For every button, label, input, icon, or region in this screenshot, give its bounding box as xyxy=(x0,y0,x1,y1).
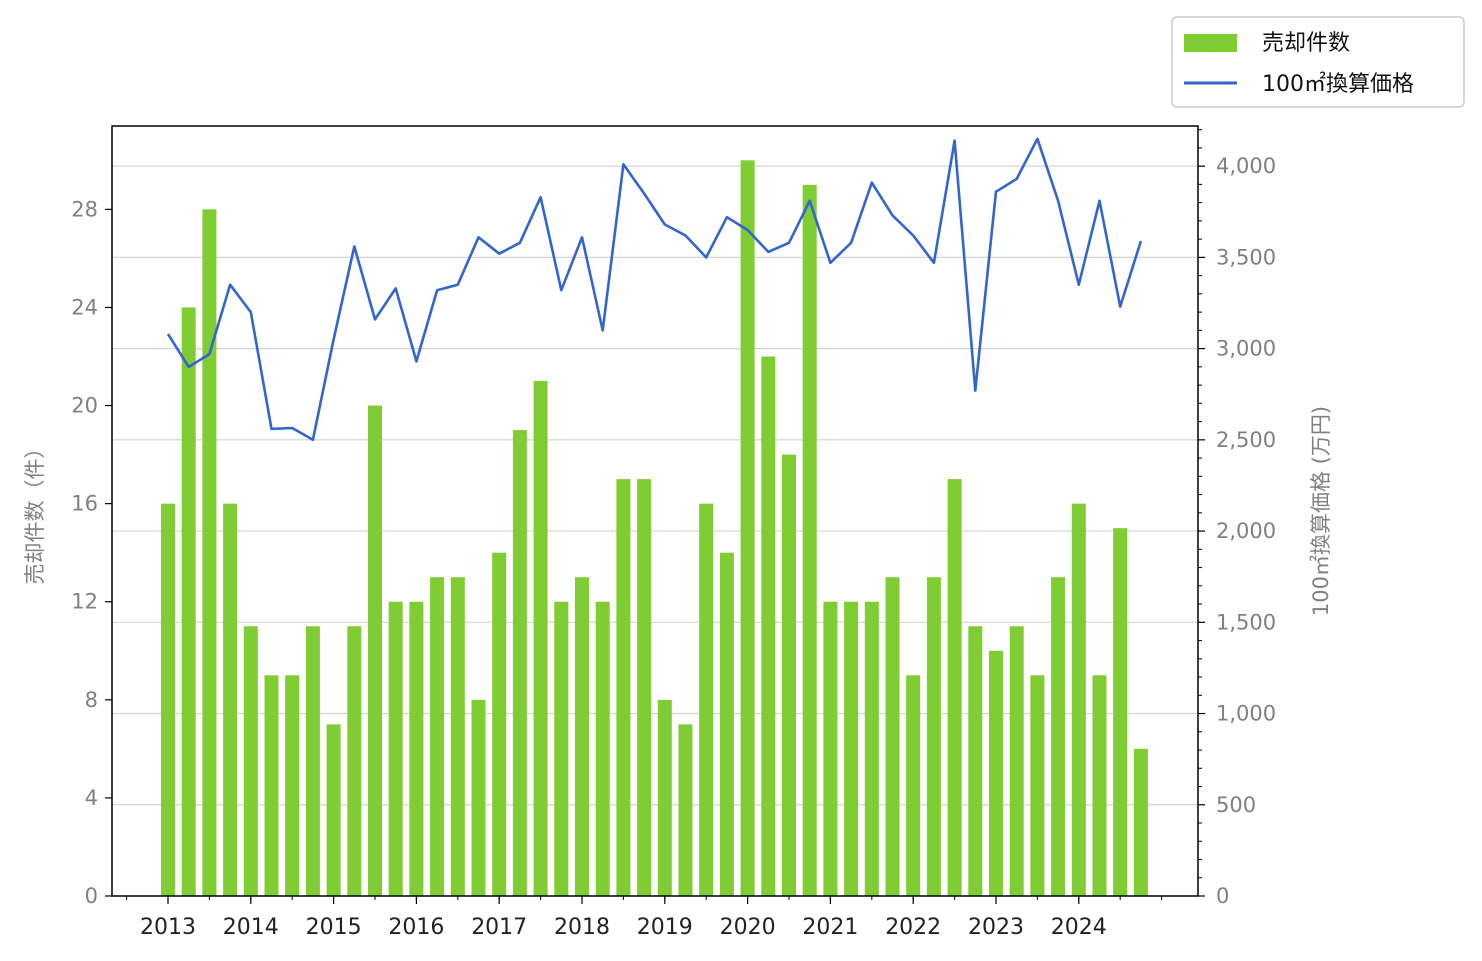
x-tick-label: 2015 xyxy=(306,915,362,940)
bar xyxy=(1009,626,1024,896)
bar xyxy=(885,577,900,896)
bar xyxy=(595,601,610,896)
right-tick-label: 3,000 xyxy=(1216,337,1276,361)
x-tick-label: 2018 xyxy=(554,915,610,940)
bar xyxy=(161,503,175,896)
bar xyxy=(616,479,631,896)
x-tick-label: 2013 xyxy=(140,915,196,940)
legend-bar-label: 売却件数 xyxy=(1262,31,1350,56)
bar xyxy=(1071,503,1086,896)
bar-series xyxy=(161,160,1148,897)
left-tick-label: 16 xyxy=(71,492,98,516)
bar xyxy=(1133,748,1148,896)
bar xyxy=(450,577,465,896)
left-axis-label: 売却件数（件） xyxy=(23,438,47,585)
legend-box xyxy=(1171,16,1465,108)
bar xyxy=(554,601,569,896)
bar xyxy=(926,577,941,896)
bar xyxy=(740,160,755,897)
bar xyxy=(512,430,527,896)
bar xyxy=(947,479,962,896)
left-tick-label: 20 xyxy=(71,394,98,418)
bar xyxy=(1051,577,1066,896)
bar xyxy=(243,626,258,896)
legend-line-label: 100㎡換算価格 xyxy=(1262,71,1414,97)
bar xyxy=(202,209,217,896)
left-tick-label: 0 xyxy=(85,884,98,908)
bar xyxy=(223,503,238,896)
legend-bar-swatch xyxy=(1184,34,1237,52)
bar xyxy=(285,675,300,896)
right-tick-label: 0 xyxy=(1216,884,1229,908)
bar xyxy=(1092,675,1107,896)
right-tick-label: 1,500 xyxy=(1216,610,1276,634)
right-tick-label: 4,000 xyxy=(1216,154,1276,178)
price-line xyxy=(166,137,1143,442)
axes: 048121620242805001,0001,5002,0002,5003,0… xyxy=(71,129,1276,940)
left-tick-label: 28 xyxy=(71,197,98,221)
right-tick-label: 500 xyxy=(1216,793,1256,817)
x-tick-label: 2022 xyxy=(885,915,941,940)
bar xyxy=(657,699,672,896)
x-tick-label: 2019 xyxy=(637,915,693,940)
x-tick-label: 2017 xyxy=(471,915,527,940)
x-tick-label: 2021 xyxy=(802,915,858,940)
x-tick-label: 2016 xyxy=(388,915,444,940)
right-axis-label: 100㎡換算価格 (万円) xyxy=(1309,406,1333,616)
bar xyxy=(1113,528,1128,896)
x-tick-label: 2014 xyxy=(223,915,279,940)
bar xyxy=(492,552,507,896)
bar xyxy=(388,601,403,896)
bar xyxy=(1030,675,1045,896)
bar xyxy=(326,724,341,896)
left-tick-label: 12 xyxy=(71,590,98,614)
x-tick-label: 2023 xyxy=(968,915,1024,940)
bar xyxy=(181,307,196,896)
x-tick-label: 2024 xyxy=(1051,915,1107,940)
bar xyxy=(533,381,548,896)
legend: 売却件数 100㎡換算価格 xyxy=(1171,16,1465,108)
bar xyxy=(906,675,921,896)
left-tick-label: 24 xyxy=(71,295,98,319)
x-tick-label: 2020 xyxy=(720,915,776,940)
bar xyxy=(575,577,589,896)
bar xyxy=(678,724,693,896)
right-tick-label: 1,000 xyxy=(1216,702,1276,726)
bar xyxy=(864,601,879,896)
bar xyxy=(989,650,1003,896)
right-tick-label: 2,000 xyxy=(1216,519,1276,543)
bar xyxy=(823,601,838,896)
bar xyxy=(368,405,382,896)
left-tick-label: 4 xyxy=(85,786,98,810)
bar xyxy=(761,356,776,897)
bar xyxy=(471,699,486,896)
left-tick-label: 8 xyxy=(85,688,98,712)
bar xyxy=(305,626,320,896)
bar xyxy=(637,479,652,896)
bar xyxy=(802,184,817,896)
bar xyxy=(968,626,983,896)
right-tick-label: 2,500 xyxy=(1216,428,1276,452)
bar xyxy=(719,552,734,896)
line-series xyxy=(166,137,1143,442)
bar xyxy=(844,601,859,896)
bar xyxy=(264,675,279,896)
bar xyxy=(347,626,362,896)
bar xyxy=(430,577,445,896)
bar xyxy=(409,601,424,896)
plot-frame xyxy=(111,125,1199,897)
right-tick-label: 3,500 xyxy=(1216,245,1276,269)
bar xyxy=(699,503,714,896)
bar xyxy=(782,454,796,896)
